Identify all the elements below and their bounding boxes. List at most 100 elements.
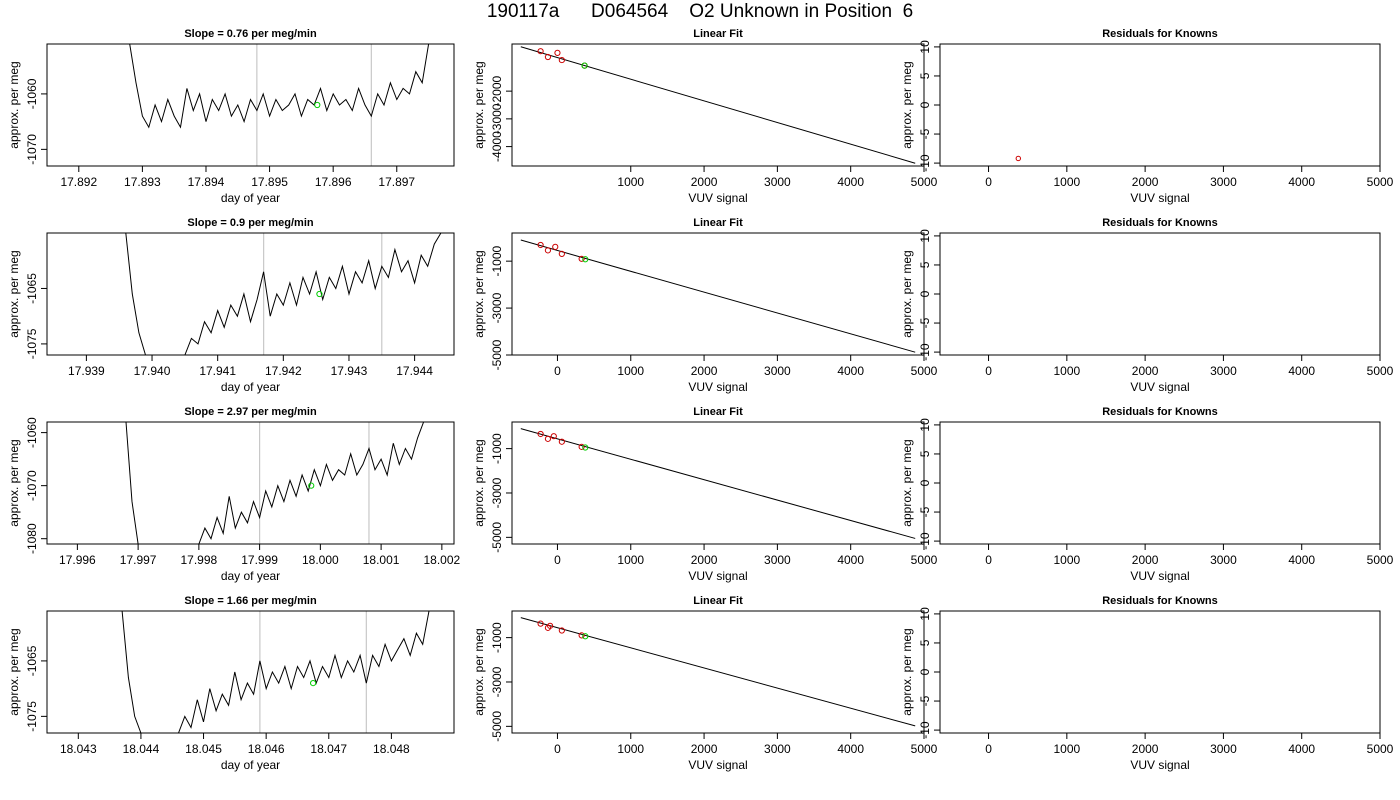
y-tick-label: -5 bbox=[918, 128, 932, 139]
panel-title: Slope = 0.9 per meg/min bbox=[187, 217, 314, 229]
x-tick-label: 3000 bbox=[764, 175, 791, 189]
y-tick-label: -4000 bbox=[490, 131, 504, 162]
y-tick-label: -1060 bbox=[25, 417, 39, 448]
y-tick-label: 5 bbox=[918, 72, 932, 79]
y-tick-label: -1065 bbox=[25, 645, 39, 676]
x-tick-label: 17.939 bbox=[68, 364, 105, 378]
known-point bbox=[558, 250, 565, 257]
panel-linear-fit-row-1: Linear Fit VUV signal approx. per meg 1000 2… bbox=[472, 28, 938, 205]
panel-title: Residuals for Knowns bbox=[1102, 28, 1218, 40]
known-point bbox=[544, 435, 552, 442]
panel-time-series-row-2: Slope = 0.9 per meg/min day of year approx… bbox=[7, 217, 455, 394]
x-axis-label: VUV signal bbox=[1130, 191, 1189, 205]
panel-linear-fit-row-3: Linear Fit VUV signal approx. per meg 0 1000… bbox=[472, 406, 938, 583]
known-point bbox=[544, 247, 552, 254]
x-tick-label: 1000 bbox=[617, 175, 644, 189]
known-point bbox=[554, 49, 561, 56]
x-tick-label: 2000 bbox=[1132, 175, 1159, 189]
x-tick-label: 17.997 bbox=[120, 553, 157, 567]
x-tick-label: 18.000 bbox=[302, 553, 339, 567]
y-tick-label: -1075 bbox=[25, 701, 39, 732]
x-tick-label: 3000 bbox=[764, 364, 791, 378]
panel-title: Slope = 2.97 per meg/min bbox=[184, 406, 317, 418]
panel-linear-fit-row-2: Linear Fit VUV signal approx. per meg 0 1000… bbox=[472, 217, 938, 394]
x-tick-label: 18.045 bbox=[185, 742, 222, 756]
x-tick-label: 17.996 bbox=[59, 553, 96, 567]
known-point bbox=[552, 243, 559, 250]
x-tick-label: 3000 bbox=[1210, 742, 1237, 756]
y-tick-label: 5 bbox=[918, 450, 932, 457]
panel-time-series-row-3: Slope = 2.97 per meg/min day of year appro… bbox=[7, 406, 461, 583]
x-tick-label: 5000 bbox=[911, 175, 938, 189]
y-axis-label: approx. per meg bbox=[900, 250, 914, 337]
x-tick-label: 1000 bbox=[1053, 553, 1080, 567]
panel-title: Linear Fit bbox=[693, 28, 743, 40]
x-tick-label: 17.897 bbox=[378, 175, 415, 189]
known-point bbox=[558, 627, 565, 634]
fit-line bbox=[520, 428, 916, 539]
x-tick-label: 2000 bbox=[1132, 553, 1159, 567]
y-tick-label: 10 bbox=[918, 418, 932, 432]
x-tick-label: 2000 bbox=[691, 742, 718, 756]
plot-frame bbox=[46, 232, 455, 356]
y-tick-label: -2000 bbox=[490, 75, 504, 106]
x-tick-label: 5000 bbox=[911, 742, 938, 756]
x-axis-label: VUV signal bbox=[1130, 569, 1189, 583]
x-tick-label: 17.998 bbox=[181, 553, 218, 567]
x-axis-label: VUV signal bbox=[688, 191, 747, 205]
x-tick-label: 2000 bbox=[1132, 364, 1159, 378]
panel-time-series-row-4: Slope = 1.66 per meg/min day of year appro… bbox=[7, 595, 455, 772]
x-tick-label: 4000 bbox=[1288, 553, 1315, 567]
known-point bbox=[537, 48, 544, 55]
plot-frame bbox=[939, 232, 1381, 356]
x-tick-label: 17.941 bbox=[199, 364, 236, 378]
x-tick-label: 3000 bbox=[1210, 553, 1237, 567]
y-axis-label: approx. per meg bbox=[472, 61, 486, 148]
plot-frame bbox=[511, 421, 925, 545]
panel-title: Residuals for Knowns bbox=[1102, 406, 1218, 418]
y-tick-label: 10 bbox=[918, 607, 932, 621]
y-tick-label: -1000 bbox=[490, 622, 504, 653]
panel-residuals-row-2: Residuals for Knowns VUV signal approx. pe… bbox=[900, 217, 1394, 394]
x-tick-label: 18.046 bbox=[248, 742, 285, 756]
x-axis-label: VUV signal bbox=[688, 569, 747, 583]
plot-frame bbox=[46, 43, 455, 167]
y-tick-label: -5000 bbox=[490, 711, 504, 742]
y-axis-label: approx. per meg bbox=[900, 628, 914, 715]
trace-line bbox=[125, 422, 425, 544]
y-axis-label: approx. per meg bbox=[472, 250, 486, 337]
known-point bbox=[537, 241, 544, 249]
unknown-marker bbox=[310, 679, 317, 687]
y-axis-label: approx. per meg bbox=[7, 250, 21, 337]
y-tick-label: -3000 bbox=[490, 292, 504, 323]
y-axis-label: approx. per meg bbox=[7, 439, 21, 526]
x-tick-label: 17.940 bbox=[134, 364, 171, 378]
known-point bbox=[547, 622, 554, 629]
y-tick-label: 5 bbox=[918, 261, 932, 268]
plot-marks bbox=[520, 617, 916, 727]
x-tick-label: 1000 bbox=[617, 553, 644, 567]
y-tick-label: -1065 bbox=[25, 273, 39, 304]
x-tick-label: 1000 bbox=[1053, 742, 1080, 756]
y-tick-label: -10 bbox=[918, 532, 932, 550]
plot-marks bbox=[125, 422, 425, 544]
y-tick-label: 10 bbox=[918, 229, 932, 243]
y-tick-label: -3000 bbox=[490, 666, 504, 697]
plot-frame bbox=[939, 43, 1381, 167]
unknown-point bbox=[582, 256, 589, 263]
x-tick-label: 0 bbox=[985, 742, 992, 756]
x-axis-label: VUV signal bbox=[1130, 758, 1189, 772]
residual-point bbox=[1015, 155, 1021, 162]
y-tick-label: -10 bbox=[918, 721, 932, 739]
x-tick-label: 0 bbox=[554, 742, 561, 756]
x-tick-label: 4000 bbox=[837, 175, 864, 189]
y-tick-label: -1075 bbox=[25, 328, 39, 359]
x-tick-label: 5000 bbox=[1367, 742, 1394, 756]
fit-line bbox=[520, 239, 916, 353]
plot-marks bbox=[129, 44, 430, 166]
x-tick-label: 18.044 bbox=[123, 742, 160, 756]
x-tick-label: 4000 bbox=[1288, 175, 1315, 189]
y-tick-label: -5 bbox=[918, 695, 932, 706]
unknown-marker bbox=[308, 482, 315, 489]
